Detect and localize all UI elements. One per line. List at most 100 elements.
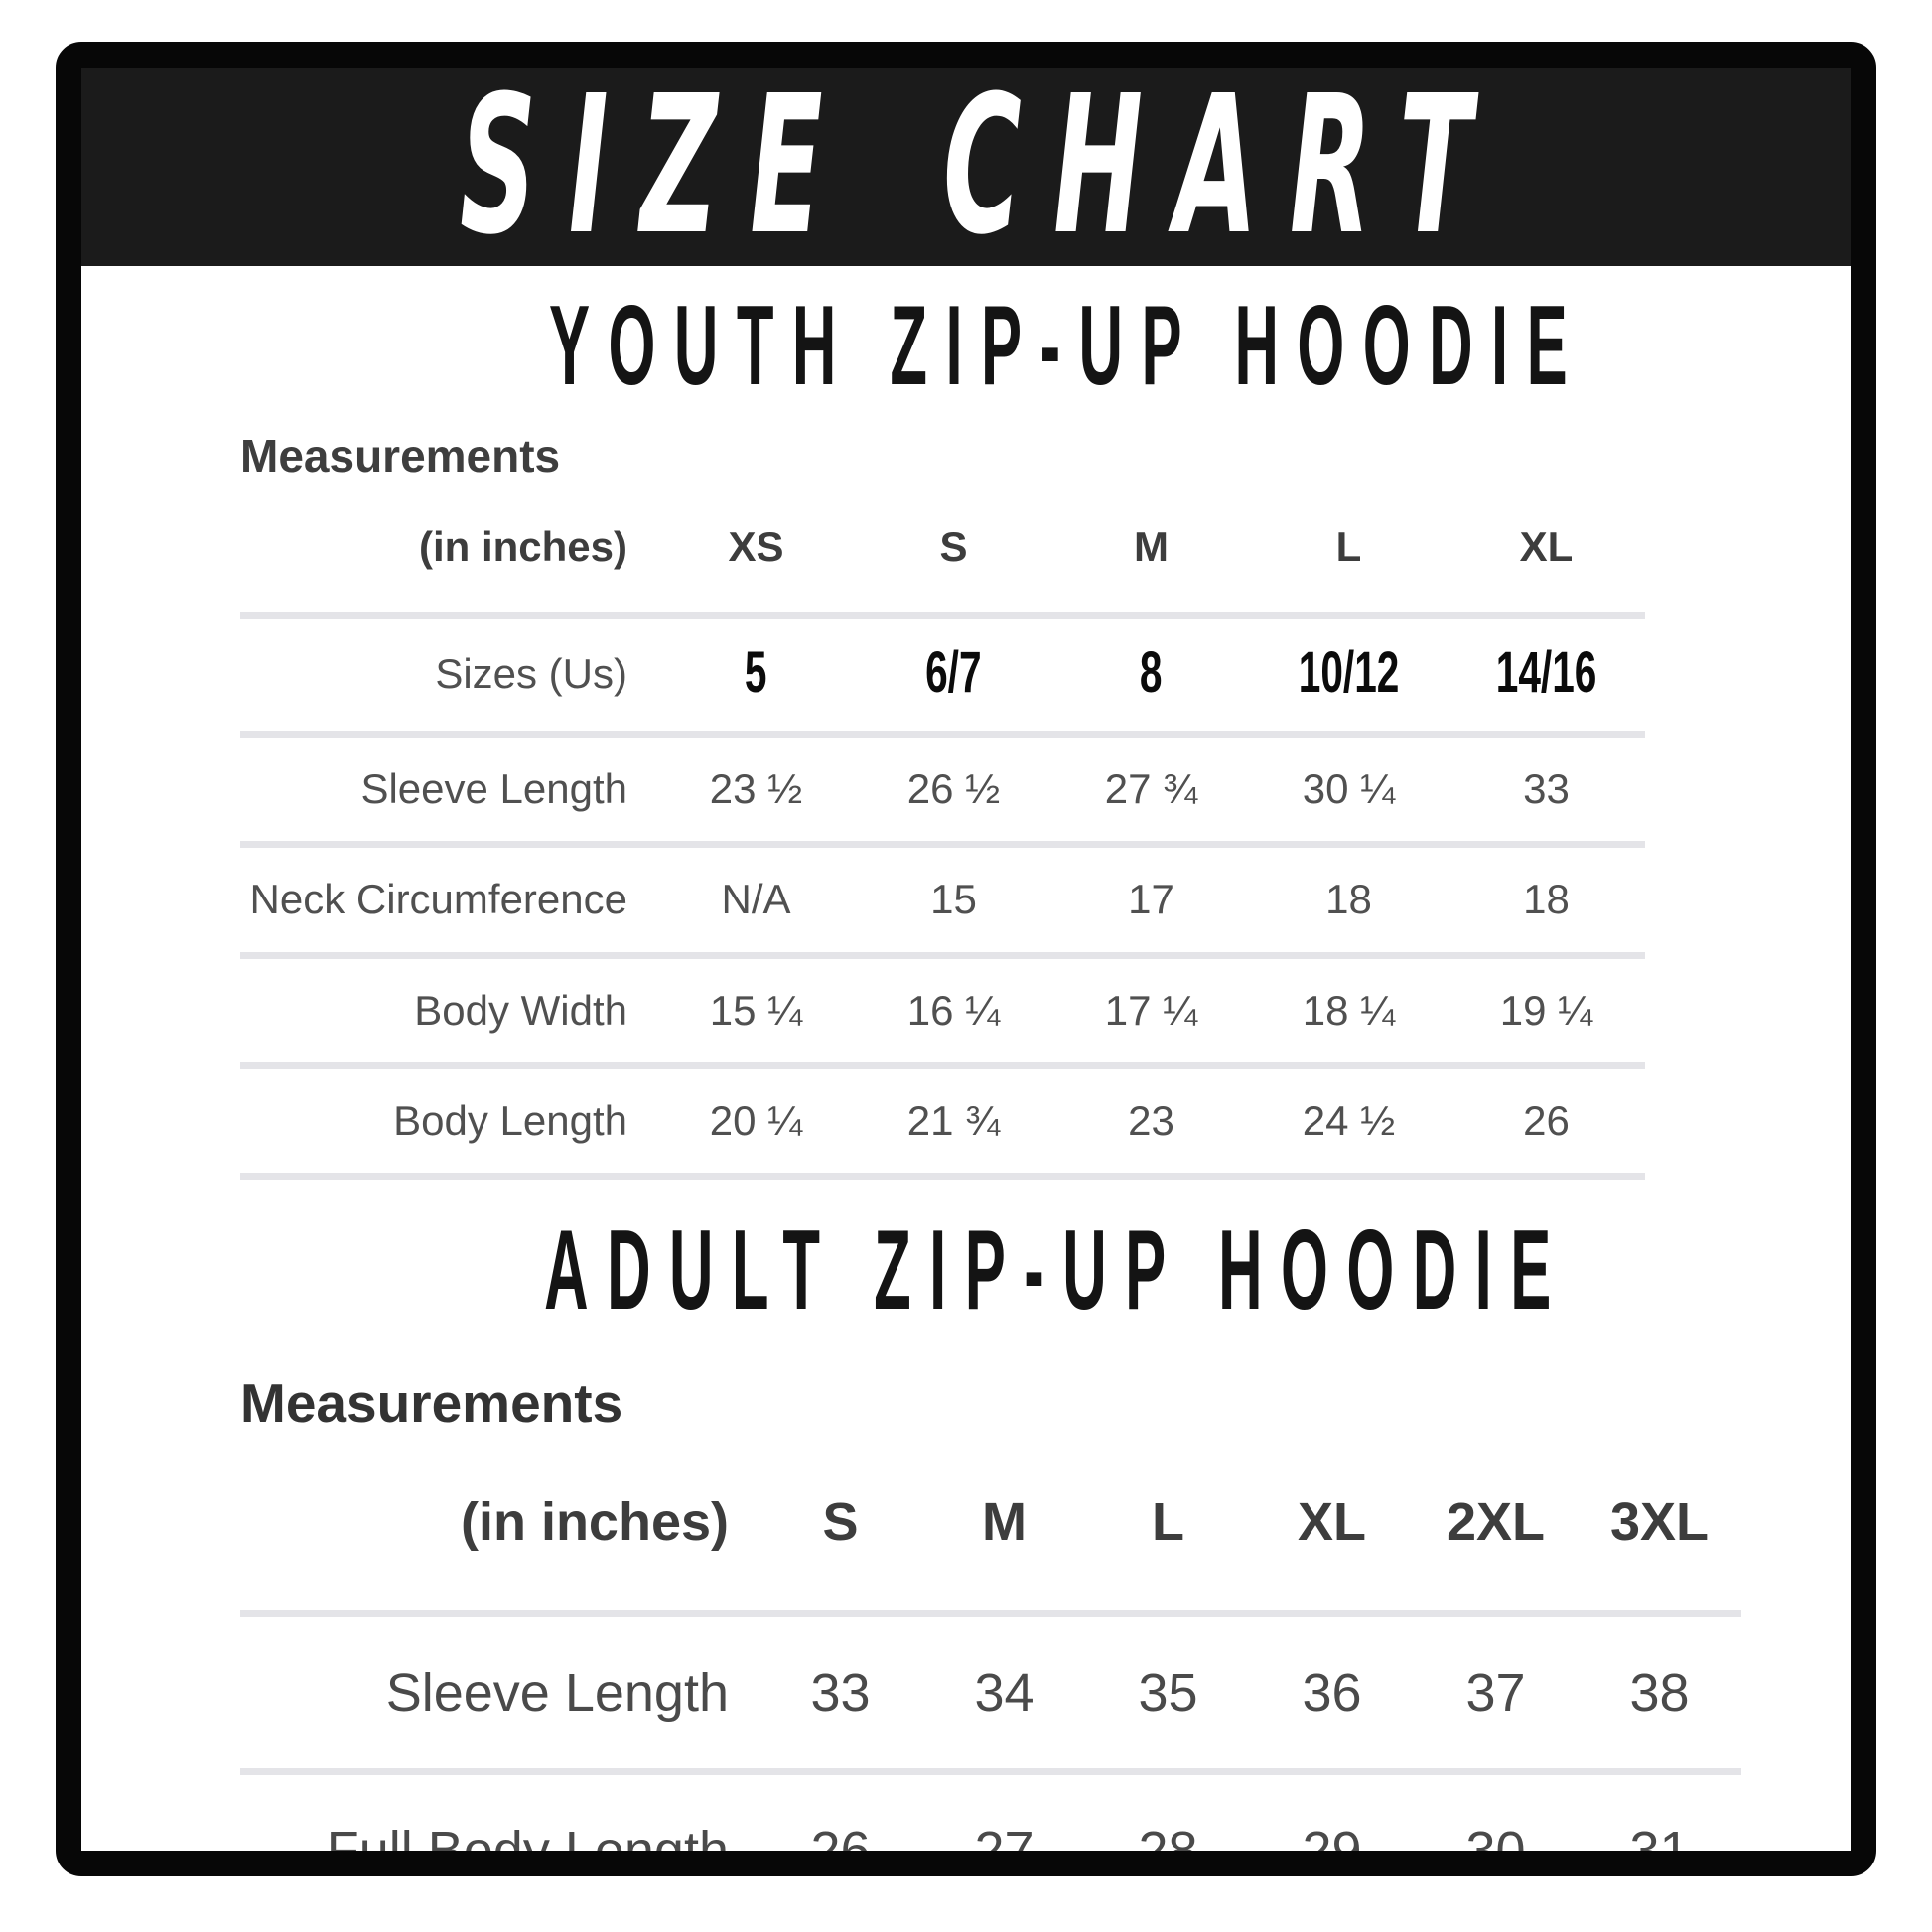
youth-column-header-xl: XL xyxy=(1519,523,1574,570)
measurement-value: 23 ½ xyxy=(709,764,803,812)
row-label: Full Body Length xyxy=(326,1821,729,1876)
measurement-cell: 18 ¼ xyxy=(1250,955,1448,1066)
measurement-value: 33 xyxy=(810,1662,871,1723)
measurement-cell: 5 xyxy=(657,616,855,735)
size-value: 6/7 xyxy=(925,640,982,705)
measurement-cell: 30 xyxy=(1414,1772,1578,1876)
adult-column-header-xl: XL xyxy=(1297,1492,1366,1552)
measurement-value: 33 xyxy=(1523,764,1570,812)
measurement-cell: 33 xyxy=(1448,734,1645,845)
row-label: Neck Circumference xyxy=(249,876,627,922)
measurement-cell: 14/16 xyxy=(1448,616,1645,735)
adult-column-header-s: S xyxy=(822,1492,859,1552)
measurement-cell: 27 ¾ xyxy=(1052,734,1250,845)
adult-column-header-l: L xyxy=(1152,1492,1184,1552)
measurement-value: 35 xyxy=(1138,1662,1198,1723)
measurement-cell: 19 ¼ xyxy=(1448,955,1645,1066)
measurement-cell: 17 ¼ xyxy=(1052,955,1250,1066)
youth-column-header-m: M xyxy=(1134,523,1169,570)
adult-column-header-2xl: 2XL xyxy=(1446,1492,1546,1552)
measurement-cell: N/A xyxy=(657,845,855,956)
measurement-value: 18 xyxy=(1523,876,1570,922)
measurement-cell: 15 ¼ xyxy=(657,955,855,1066)
measurement-cell: 16 ¼ xyxy=(855,955,1052,1066)
youth-table-row: Body Length 20 ¼ 21 ¾ 23 24 ½ 26 xyxy=(240,1066,1645,1177)
measurement-cell: 30 ¼ xyxy=(1250,734,1448,845)
measurement-cell: 21 ¾ xyxy=(855,1066,1052,1177)
measurement-value: 38 xyxy=(1629,1662,1690,1723)
row-label: Sleeve Length xyxy=(360,764,627,812)
measurement-value: 26 xyxy=(1523,1097,1570,1144)
measurement-cell: 29 xyxy=(1250,1772,1414,1851)
measurement-cell: 27 xyxy=(922,1772,1086,1876)
youth-column-header-xs: XS xyxy=(728,523,784,570)
measurement-cell: 23 xyxy=(1052,1066,1250,1177)
youth-table-row: Neck Circumference N/A 15 17 18 18 xyxy=(240,845,1645,956)
measurement-value: 26 xyxy=(810,1821,871,1876)
youth-section-title: YOUTH ZIP-UP HOODIE xyxy=(81,290,1851,403)
header-bar: SIZE CHART xyxy=(81,68,1851,266)
measurement-cell: 26 xyxy=(1448,1066,1645,1177)
measurement-cell: 15 xyxy=(855,845,1052,956)
youth-size-table: (in inches) XS S M L XL Sizes (Us) 5 6/7 8 10/12… xyxy=(240,483,1645,1180)
youth-table-row: Sizes (Us) 5 6/7 8 10/12 14/16 xyxy=(240,616,1645,735)
measurement-value: 18 xyxy=(1325,876,1372,922)
measurement-cell: 24 ½ xyxy=(1250,1066,1448,1177)
youth-section-title-text: YOUTH ZIP-UP HOODIE xyxy=(549,283,1587,409)
measurement-value: 20 ¼ xyxy=(709,1097,803,1144)
youth-section: YOUTH ZIP-UP HOODIE Measurements (in inc… xyxy=(81,290,1851,1180)
measurement-cell: 31 xyxy=(1578,1772,1741,1851)
measurement-cell: 38 xyxy=(1578,1613,1741,1772)
measurement-value: 16 ¼ xyxy=(906,986,1001,1034)
size-value: 5 xyxy=(745,640,767,705)
measurement-cell: 28 xyxy=(1086,1772,1250,1876)
measurement-value: 23 xyxy=(1128,1097,1174,1144)
measurement-cell: 18 xyxy=(1250,845,1448,956)
youth-table-row: Body Width 15 ¼ 16 ¼ 17 ¼ 18 ¼ 19 ¼ xyxy=(240,955,1645,1066)
measurement-cell: 26 ½ xyxy=(855,734,1052,845)
measurement-value: 37 xyxy=(1465,1662,1526,1723)
measurement-value: 34 xyxy=(974,1662,1035,1723)
measurement-value: 15 ¼ xyxy=(709,986,803,1034)
row-label: Sizes (Us) xyxy=(435,650,627,697)
measurement-value: 30 ¼ xyxy=(1302,764,1396,812)
adult-unit-label: (in inches) xyxy=(460,1492,729,1552)
measurement-value: 24 ½ xyxy=(1302,1097,1396,1144)
youth-unit-label: (in inches) xyxy=(418,523,627,570)
adult-column-header-3xl: 3XL xyxy=(1609,1492,1710,1552)
youth-measurements-label: Measurements xyxy=(240,430,561,482)
measurement-cell: 23 ½ xyxy=(657,734,855,845)
youth-column-header-l: L xyxy=(1335,523,1362,570)
measurement-cell: 37 xyxy=(1414,1613,1578,1772)
chart-content: YOUTH ZIP-UP HOODIE Measurements (in inc… xyxy=(81,290,1851,1876)
row-label: Body Length xyxy=(393,1097,627,1144)
measurement-value: 18 ¼ xyxy=(1302,986,1396,1034)
youth-table-row: Sleeve Length 23 ½ 26 ½ 27 ¾ 30 ¼ 33 xyxy=(240,734,1645,845)
adult-section-title: ADULT ZIP-UP HOODIE xyxy=(81,1213,1851,1327)
measurement-cell: 20 ¼ xyxy=(657,1066,855,1177)
measurement-value: 30 xyxy=(1465,1821,1526,1876)
measurement-value: 15 xyxy=(930,876,977,922)
size-value: 10/12 xyxy=(1298,640,1400,705)
measurement-value: N/A xyxy=(721,876,791,922)
row-label: Sleeve Length xyxy=(385,1662,729,1723)
measurement-value: 27 xyxy=(974,1821,1035,1876)
measurement-cell: 33 xyxy=(759,1613,922,1772)
size-value: 8 xyxy=(1140,640,1163,705)
measurement-cell: 10/12 xyxy=(1250,616,1448,735)
measurement-cell: 6/7 xyxy=(855,616,1052,735)
adult-header-row: (in inches) S M L XL 2XL 3XL xyxy=(240,1435,1741,1613)
row-label: Body Width xyxy=(414,986,627,1034)
measurement-value: 19 ¼ xyxy=(1499,986,1593,1034)
measurement-value: 28 xyxy=(1138,1821,1198,1876)
adult-table-row: Sleeve Length 33 34 35 36 37 38 xyxy=(240,1613,1741,1772)
measurement-value: 36 xyxy=(1302,1662,1362,1723)
adult-section: ADULT ZIP-UP HOODIE Measurements (in inc… xyxy=(81,1213,1851,1876)
measurement-value: 26 ½ xyxy=(906,764,1001,812)
measurement-cell: 36 xyxy=(1250,1613,1414,1772)
page-title: SIZE CHART xyxy=(460,68,1504,266)
adult-table-row: Full Body Length 26 27 28 29 30 31 xyxy=(240,1772,1741,1876)
measurement-value: 27 ¾ xyxy=(1104,764,1198,812)
measurement-cell: 35 xyxy=(1086,1613,1250,1772)
youth-column-header-s: S xyxy=(939,523,968,570)
